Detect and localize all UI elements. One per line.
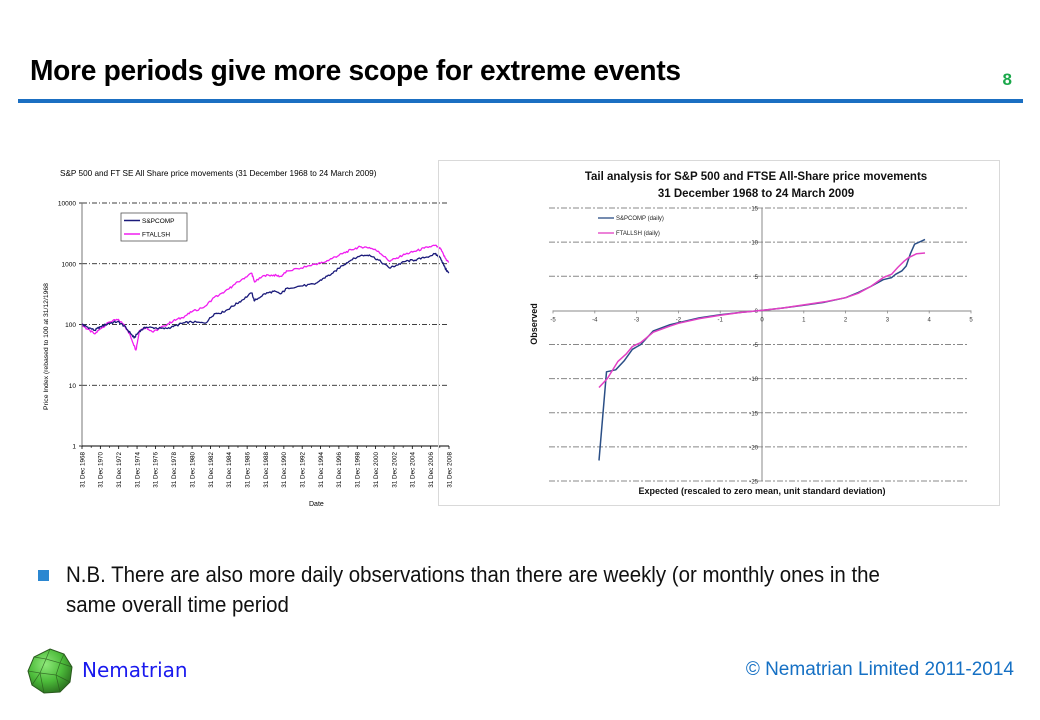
right-chart-x-tick-label: -5 [550, 317, 556, 323]
brand-name: Nematrian [82, 658, 188, 682]
right-chart-x-tick-labels: -5 -4 -3 -2 -1 0 1 2 3 4 5 [550, 317, 973, 323]
left-chart-series-line-ftallsh [81, 244, 450, 351]
right-chart-x-tick-label: 3 [886, 317, 890, 323]
right-chart-x-axis-label: Expected (rescaled to zero mean, unit st… [638, 486, 885, 496]
left-chart-x-tick-label: 31 Dec 1984 [226, 452, 233, 488]
left-chart-x-tick-label: 31 Dec 1974 [134, 452, 141, 488]
legend-label-spcomp: S&PCOMP [142, 218, 175, 225]
left-chart-x-tick-label: 31 Dec 1990 [281, 452, 288, 488]
legend-label-ftallsh: FTALLSH [142, 232, 170, 239]
left-chart-x-tick-label: 31 Dec 2002 [391, 452, 398, 488]
left-chart-x-tick-label: 31 Dec 1968 [79, 452, 86, 488]
left-chart-x-tick-label: 31 Dec 1998 [355, 452, 362, 488]
left-chart-x-tick-label: 31 Dec 2008 [446, 452, 453, 488]
right-chart-y-tick-label: -20 [749, 445, 758, 451]
left-chart-y-tick-label: 10000 [58, 201, 76, 208]
left-chart-y-tick-label: 1000 [62, 261, 77, 268]
right-chart-x-tick-label: 4 [928, 317, 932, 323]
left-chart-x-tick-label: 31 Dec 1972 [116, 452, 123, 488]
price-index-chart: S&P 500 and FT SE All Share price moveme… [43, 169, 453, 508]
right-chart-x-tick-label: -2 [676, 317, 682, 323]
left-chart-y-axis-label: Price Index (rebased to 100 at 31/12/196… [43, 283, 50, 410]
right-chart-gridlines [549, 207, 972, 482]
right-chart-y-tick-label: 0 [755, 309, 759, 315]
left-chart-series [81, 244, 450, 351]
left-chart-series-line-s-pcomp [81, 252, 450, 339]
left-chart-x-tick-label: 31 Dec 2004 [410, 452, 417, 488]
nematrian-logo-icon [27, 648, 73, 694]
left-chart-title: S&P 500 and FT SE All Share price moveme… [60, 169, 377, 178]
right-chart-y-tick-label: 10 [751, 241, 758, 247]
right-chart-y-tick-label: -10 [749, 377, 758, 383]
right-chart-y-tick-label: 15 [751, 207, 758, 213]
left-chart-x-tick-label: 31 Dec 1988 [263, 452, 270, 488]
right-chart-frame [438, 160, 1000, 506]
left-chart-x-tick-label: 31 Dec 1978 [171, 452, 178, 488]
left-chart-x-tick-label: 31 Dec 1980 [189, 452, 196, 488]
right-chart-x-tick-label: -4 [592, 317, 598, 323]
left-chart-x-tick-label: 31 Dec 1970 [98, 452, 105, 488]
right-chart-y-tick-label: 5 [755, 275, 759, 281]
right-chart-y-tick-label: -5 [753, 343, 759, 349]
left-chart-y-tick-labels: 1 10 100 1000 10000 [58, 201, 76, 451]
right-chart-x-tick-label: -3 [634, 317, 640, 323]
charts-canvas: S&P 500 and FT SE All Share price moveme… [43, 160, 1000, 508]
tail-analysis-chart: Tail analysis for S&P 500 and FTSE All-S… [438, 160, 1000, 506]
left-chart-x-tick-label: 31 Dec 1996 [336, 452, 343, 488]
copyright-notice: © Nematrian Limited 2011-2014 [745, 659, 1014, 680]
right-chart-x-tick-label: -1 [718, 317, 724, 323]
right-chart-series [598, 238, 926, 461]
left-chart-x-tick-label: 31 Dec 1994 [318, 452, 325, 488]
right-chart-series-line-ftallsh-daily [598, 252, 926, 389]
right-chart-y-tick-label: -15 [749, 411, 758, 417]
right-chart-legend: S&PCOMP (daily) FTALLSH (daily) [598, 216, 664, 237]
title-divider [18, 99, 1023, 103]
left-chart-x-tick-label: 31 Dec 2000 [373, 452, 380, 488]
slide-number: 8 [1002, 70, 1012, 89]
right-chart-x-tick-label: 5 [969, 317, 973, 323]
right-chart-title-line-2: 31 December 1968 to 24 March 2009 [658, 188, 854, 200]
left-chart-y-tick-label: 100 [65, 322, 76, 329]
right-chart-x-tick-label: 2 [844, 317, 848, 323]
left-chart-legend: S&PCOMP FTALLSH [120, 212, 188, 242]
right-chart-y-axis-label: Observed [529, 303, 539, 345]
left-chart-x-tick-label: 31 Dec 1982 [208, 452, 215, 488]
left-chart-x-tick-label: 31 Dec 1986 [244, 452, 251, 488]
legend-label-spcomp-daily: S&PCOMP (daily) [616, 216, 664, 222]
bullet-text: N.B. There are also more daily observati… [66, 562, 880, 617]
left-chart-x-tick-labels: 31 Dec 1968 31 Dec 1970 31 Dec 1972 31 Dec … [79, 452, 453, 488]
right-chart-y-tick-labels: -25 -20 -15 -10 -5 0 5 10 15 [749, 207, 758, 486]
right-chart-y-tick-label: -25 [749, 480, 758, 486]
left-chart-x-tick-label: 31 Dec 1976 [153, 452, 160, 488]
bullet-marker [38, 570, 49, 581]
right-chart-x-tick-label: 1 [802, 317, 806, 323]
left-chart-x-axis-label: Date [309, 501, 324, 508]
left-chart-x-tick-label: 31 Dec 2006 [428, 452, 435, 488]
slide-title: More periods give more scope for extreme… [30, 55, 681, 87]
legend-label-ftallsh-daily: FTALLSH (daily) [616, 231, 660, 237]
right-chart-title-line-1: Tail analysis for S&P 500 and FTSE All-S… [585, 171, 927, 183]
left-chart-y-tick-label: 1 [72, 444, 76, 451]
left-chart-x-tick-label: 31 Dec 1992 [300, 452, 307, 488]
left-chart-y-tick-label: 10 [69, 383, 77, 390]
right-chart-x-tick-label: 0 [760, 317, 764, 323]
